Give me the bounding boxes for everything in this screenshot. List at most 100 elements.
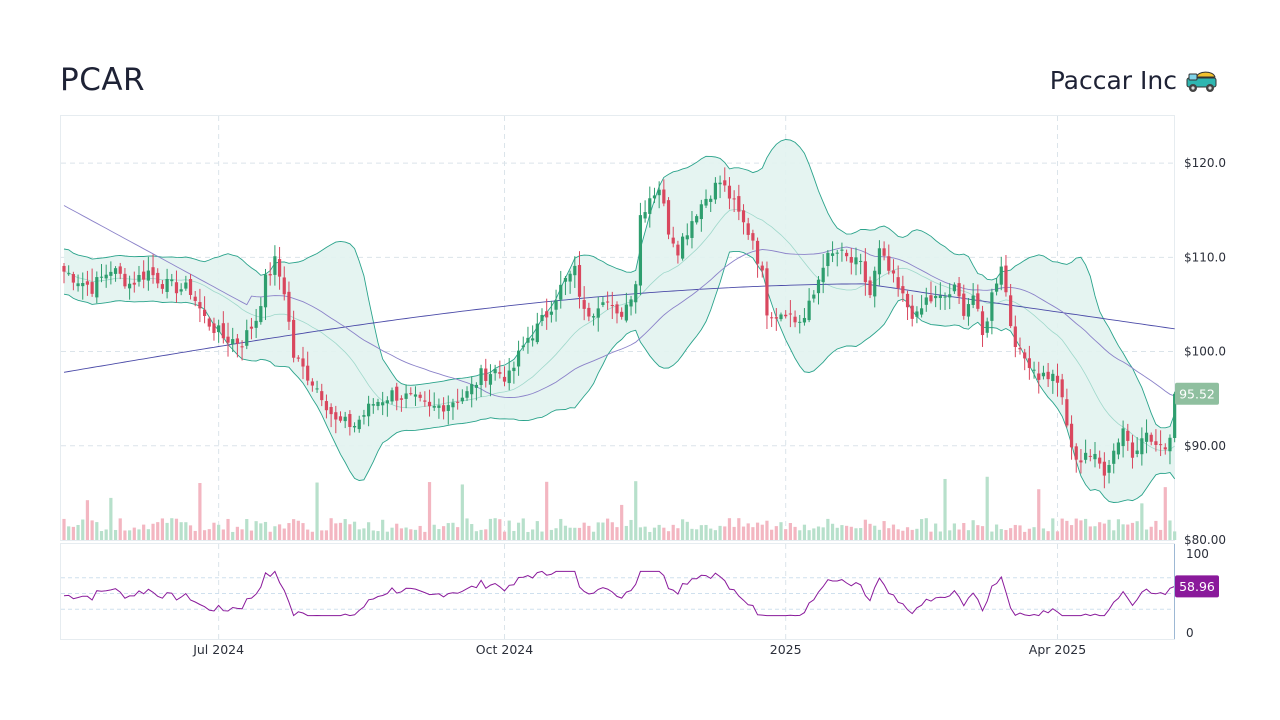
volume-bar <box>423 531 427 540</box>
volume-bar <box>292 519 296 540</box>
candle-body <box>451 402 455 408</box>
volume-bar <box>577 527 582 540</box>
rsi-line <box>63 570 1175 617</box>
time-tick-label: Apr 2025 <box>1029 642 1086 657</box>
volume-bar <box>1107 519 1111 540</box>
candle-body <box>371 404 375 406</box>
candle-body <box>882 248 886 256</box>
volume-bar <box>620 504 624 540</box>
candle-body <box>784 314 788 317</box>
volume-bar <box>123 530 127 540</box>
volume-bar <box>624 525 628 540</box>
volume-bar <box>648 531 652 540</box>
candle-body <box>146 270 150 281</box>
candle-body <box>845 252 849 257</box>
bollinger-lower <box>63 250 1176 503</box>
candle-body <box>952 284 956 292</box>
candle-body <box>390 390 394 402</box>
candle-body <box>540 314 544 322</box>
volume-bar <box>446 523 450 540</box>
volume-bar <box>994 524 999 540</box>
volume-bar <box>531 529 535 540</box>
volume-bar <box>802 524 807 540</box>
volume-bar <box>587 525 591 540</box>
volume-bar <box>479 529 483 540</box>
volume-bar <box>240 529 244 540</box>
volume-bar <box>545 481 549 540</box>
candle-body <box>296 357 300 359</box>
last-rsi-badge <box>1175 575 1219 598</box>
volume-bar <box>306 529 310 540</box>
candle-body <box>868 280 872 296</box>
volume-bar <box>563 525 568 540</box>
candle-body <box>695 216 699 223</box>
volume-bar <box>915 528 919 540</box>
volume-bar <box>1121 524 1125 540</box>
candle-body <box>310 381 314 386</box>
candle-body <box>376 401 380 407</box>
volume-bar <box>207 529 211 540</box>
candle-body <box>1154 441 1158 445</box>
volume-bar <box>76 524 80 540</box>
candle-body <box>1065 399 1069 426</box>
candle-body <box>887 256 891 271</box>
candle-body <box>395 386 399 401</box>
candle-body <box>990 292 994 321</box>
volume-bar <box>343 519 347 540</box>
bollinger-upper <box>63 139 1176 429</box>
volume-bar <box>1088 526 1092 540</box>
candle-body <box>1055 375 1060 383</box>
volume-bar <box>221 529 225 540</box>
volume-bar <box>390 527 394 540</box>
candle-body <box>456 401 460 403</box>
volume-bar <box>943 478 947 540</box>
volume-bar <box>919 519 924 540</box>
candle-body <box>516 350 521 367</box>
candle-body <box>343 416 347 422</box>
candle-body <box>226 336 230 343</box>
volume-bar <box>371 530 375 540</box>
candle-body <box>577 265 582 297</box>
candle-body <box>873 270 877 297</box>
candle-body <box>615 304 619 314</box>
candle-body <box>1013 326 1017 347</box>
candle-body <box>1084 452 1088 460</box>
candle-body <box>184 282 188 289</box>
candle-body <box>404 393 408 399</box>
bollinger-fill <box>64 139 1175 503</box>
candlesticks <box>62 167 1177 489</box>
candle-body <box>245 330 249 346</box>
volume-bar <box>113 529 118 540</box>
volume-bar <box>1018 525 1022 540</box>
candle-body <box>413 394 418 397</box>
candle-body <box>535 323 539 343</box>
candle-body <box>835 252 839 254</box>
candle-body <box>188 278 193 295</box>
candle-body <box>1074 446 1078 460</box>
candle-body <box>484 368 488 381</box>
candle-body <box>174 282 179 294</box>
volume-bar <box>1144 529 1149 540</box>
candle-body <box>657 189 661 196</box>
candle-body <box>966 304 971 317</box>
volume-bar <box>1037 489 1041 540</box>
candle-body <box>362 415 366 417</box>
volume-bar <box>863 519 867 540</box>
candle-body <box>999 266 1003 285</box>
candle-body <box>905 293 910 308</box>
candle-body <box>507 370 511 384</box>
volume-bar <box>526 531 530 540</box>
candle-body <box>235 338 239 344</box>
candle-body <box>713 182 717 200</box>
volume-bar <box>1013 524 1017 540</box>
volume-bar <box>156 522 160 540</box>
volume-bar <box>1130 522 1135 540</box>
volume-bar <box>1055 531 1060 540</box>
volume-bar <box>460 484 464 540</box>
candle-body <box>156 272 160 284</box>
candle-body <box>648 198 652 214</box>
candle-body <box>985 321 989 333</box>
volume-bar <box>924 518 928 540</box>
company-name: Paccar Inc <box>1049 66 1177 95</box>
volume-bar <box>1173 531 1177 540</box>
